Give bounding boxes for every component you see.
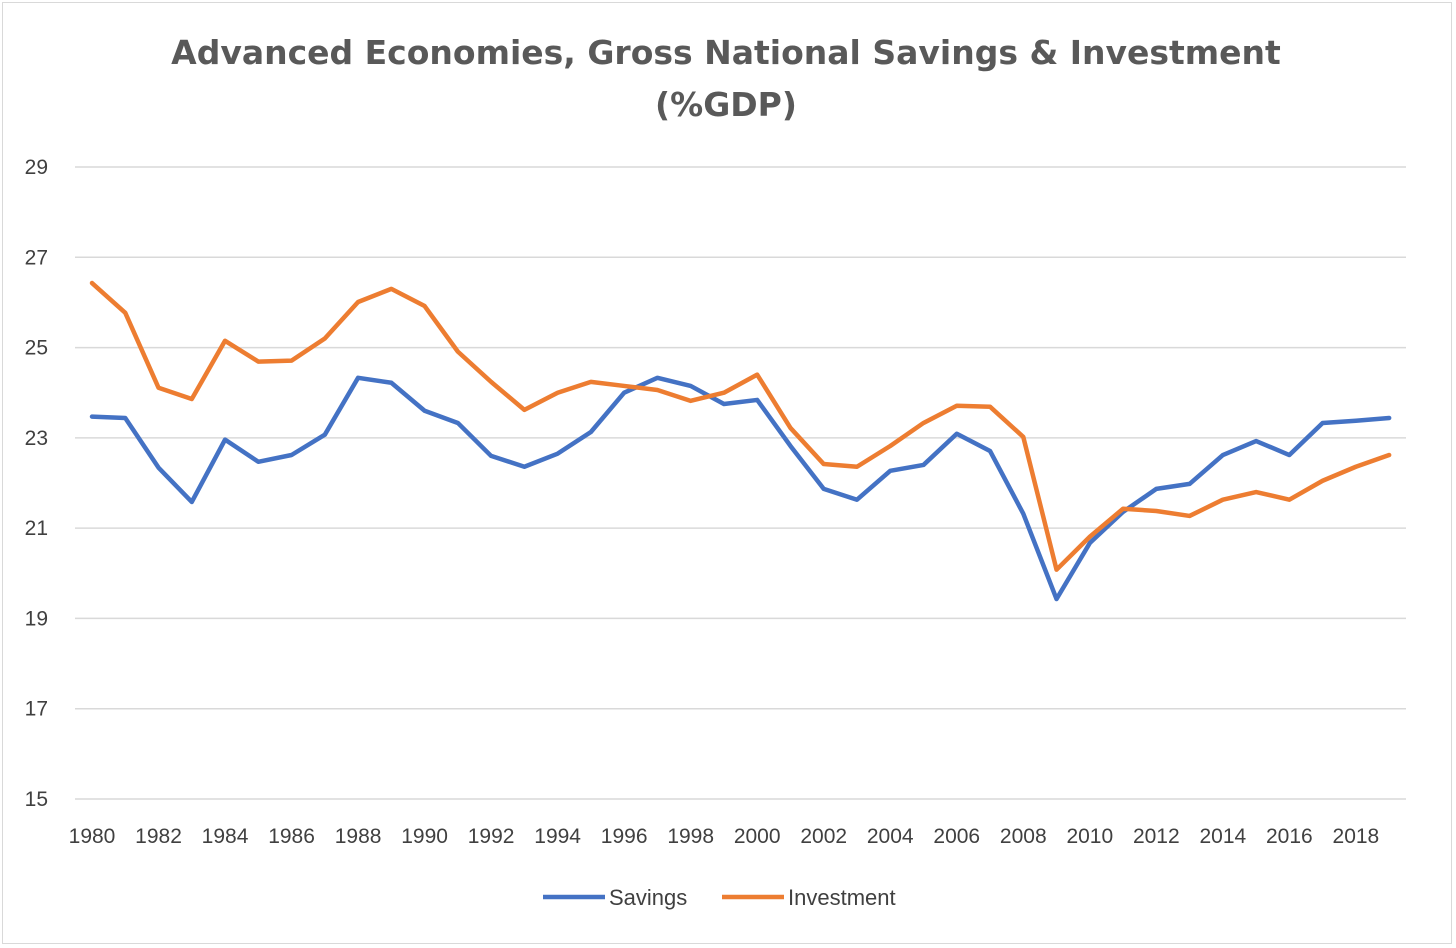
y-tick-label: 27 <box>25 246 48 269</box>
series-line-investment <box>89 280 1392 572</box>
x-tick-label: 2004 <box>867 825 914 848</box>
y-tick-label: 29 <box>25 156 48 179</box>
legend-label: Savings <box>609 885 687 910</box>
y-tick-label: 19 <box>25 607 48 630</box>
x-tick-label: 1994 <box>534 825 581 848</box>
y-tick-label: 25 <box>25 337 48 360</box>
x-tick-label: 2012 <box>1133 825 1180 848</box>
x-tick-label: 1984 <box>202 825 249 848</box>
chart-title: Advanced Economies, Gross National Savin… <box>171 33 1281 72</box>
x-tick-label: 1988 <box>335 825 382 848</box>
x-tick-label: 1990 <box>401 825 448 848</box>
x-tick-label: 1992 <box>468 825 515 848</box>
legend-item-investment: Investment <box>722 885 896 910</box>
x-tick-label: 1986 <box>268 825 315 848</box>
x-tick-label: 1980 <box>69 825 116 848</box>
x-tick-label: 2000 <box>734 825 781 848</box>
x-tick-label: 2006 <box>933 825 980 848</box>
y-tick-label: 21 <box>25 517 48 540</box>
x-tick-label: 2014 <box>1199 825 1246 848</box>
x-tick-label: 2008 <box>1000 825 1047 848</box>
y-tick-label: 17 <box>25 698 48 721</box>
y-tick-label: 23 <box>25 427 48 450</box>
x-tick-label: 2010 <box>1066 825 1113 848</box>
x-tick-label: 1982 <box>135 825 182 848</box>
series-line-savings <box>89 375 1392 602</box>
x-tick-label: 2016 <box>1266 825 1313 848</box>
chart-subtitle: (%GDP) <box>655 85 797 124</box>
x-tick-label: 1996 <box>601 825 648 848</box>
x-tick-label: 1998 <box>667 825 714 848</box>
legend-label: Investment <box>788 885 896 910</box>
y-tick-label: 15 <box>25 788 48 811</box>
legend-item-savings: Savings <box>543 885 687 910</box>
x-tick-label: 2002 <box>800 825 847 848</box>
x-tick-label: 2018 <box>1333 825 1380 848</box>
